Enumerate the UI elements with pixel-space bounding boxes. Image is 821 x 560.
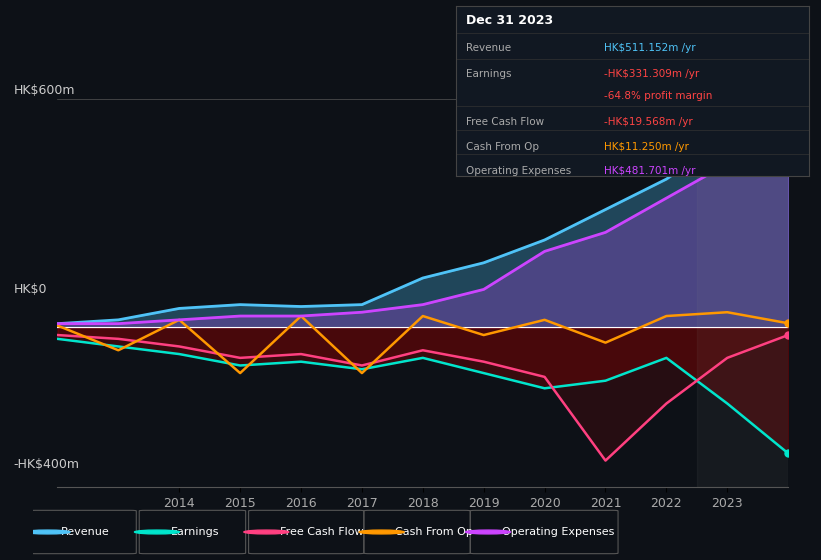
Text: Operating Expenses: Operating Expenses [466, 166, 571, 176]
Text: HK$511.152m /yr: HK$511.152m /yr [604, 43, 695, 53]
Text: Earnings: Earnings [466, 69, 511, 79]
Text: HK$0: HK$0 [14, 283, 47, 296]
Text: Cash From Op: Cash From Op [395, 527, 473, 537]
Bar [697, 84, 788, 487]
Circle shape [135, 530, 180, 534]
Text: -HK$19.568m /yr: -HK$19.568m /yr [604, 116, 693, 127]
Text: Revenue: Revenue [62, 527, 110, 537]
Text: -HK$331.309m /yr: -HK$331.309m /yr [604, 69, 699, 79]
Circle shape [359, 530, 404, 534]
Text: Operating Expenses: Operating Expenses [502, 527, 614, 537]
Circle shape [244, 530, 289, 534]
Text: -64.8% profit margin: -64.8% profit margin [604, 91, 713, 101]
Text: Free Cash Flow: Free Cash Flow [466, 116, 544, 127]
Circle shape [466, 530, 511, 534]
Text: HK$11.250m /yr: HK$11.250m /yr [604, 142, 689, 152]
Text: Dec 31 2023: Dec 31 2023 [466, 14, 553, 27]
Text: HK$481.701m /yr: HK$481.701m /yr [604, 166, 695, 176]
Circle shape [25, 530, 70, 534]
Text: Cash From Op: Cash From Op [466, 142, 539, 152]
Text: Earnings: Earnings [171, 527, 219, 537]
Text: -HK$400m: -HK$400m [14, 458, 80, 471]
Text: Revenue: Revenue [466, 43, 511, 53]
Text: HK$600m: HK$600m [14, 84, 76, 97]
Text: Free Cash Flow: Free Cash Flow [280, 527, 364, 537]
